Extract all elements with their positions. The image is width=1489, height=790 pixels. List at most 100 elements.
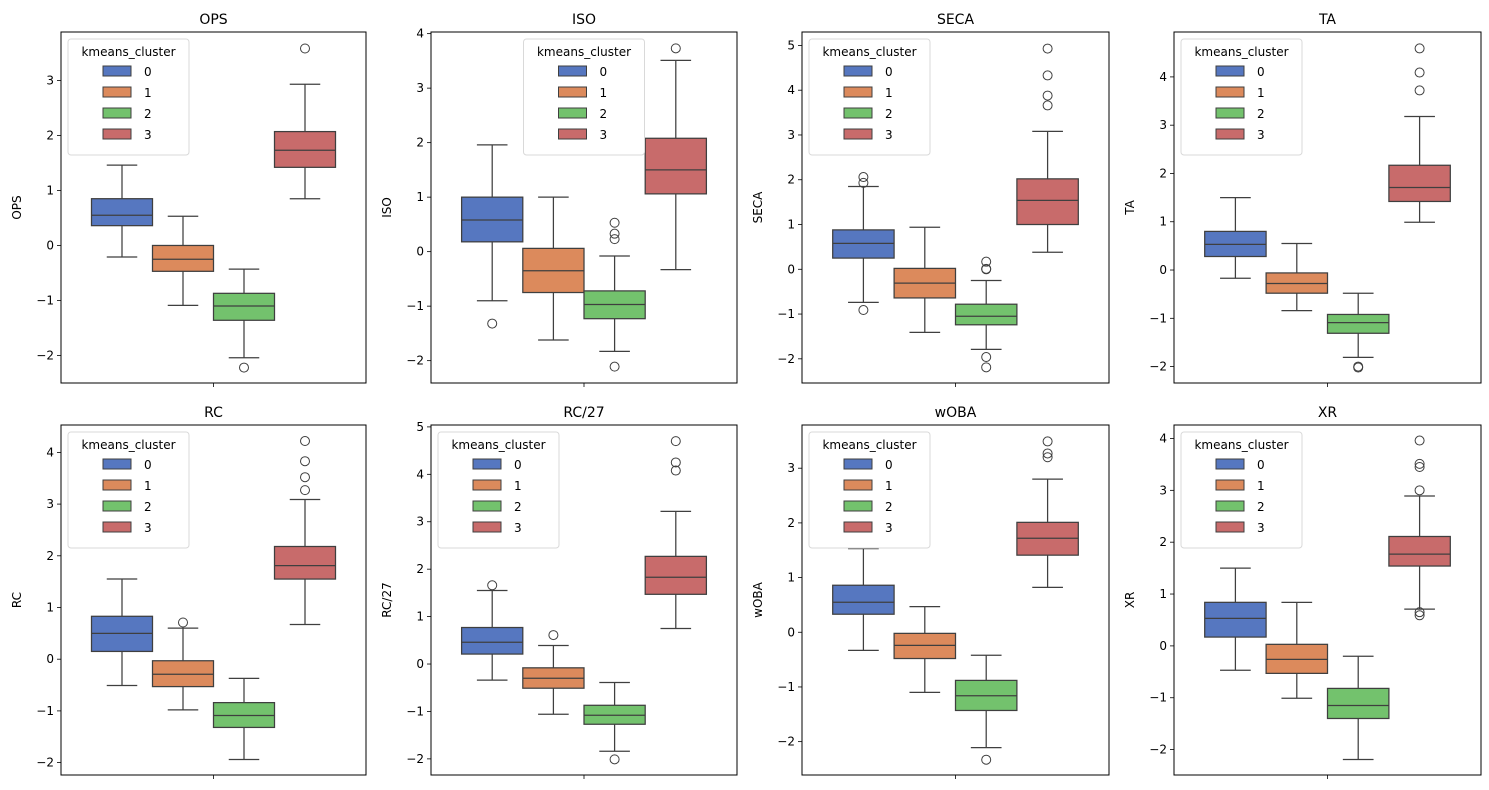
legend-label-0: 0: [1257, 458, 1265, 472]
subplot-xr: XR XR −2 −1 0 1 2 3 4 kmeans_cluster 0 1 2 3: [1123, 405, 1482, 779]
legend-label-0: 0: [885, 458, 893, 472]
box-cluster-0: [460, 580, 524, 681]
box-cluster-0: [832, 172, 895, 316]
legend: kmeans_cluster 0 1 2 3: [1180, 38, 1303, 156]
iqr-box: [1326, 687, 1390, 720]
outlier-point: [1414, 435, 1425, 446]
outlier-point: [1042, 100, 1053, 111]
iqr-box: [1016, 178, 1079, 226]
legend-label-3: 3: [1257, 128, 1265, 142]
box-cluster-2: [212, 268, 276, 373]
outlier-point: [981, 754, 992, 765]
iqr-box: [460, 626, 524, 655]
box-cluster-1: [1265, 601, 1329, 699]
legend-swatch-3: [1215, 128, 1245, 140]
legend-swatch-0: [102, 458, 132, 470]
legend-swatch-3: [472, 521, 502, 533]
iqr-box: [1388, 535, 1451, 567]
y-tick-label: −2: [36, 348, 54, 362]
y-tick-label: 4: [416, 467, 424, 481]
legend-swatch-1: [843, 86, 873, 98]
y-tick-label: −2: [777, 352, 795, 366]
legend-swatch-2: [843, 500, 873, 512]
outlier-point: [487, 318, 498, 329]
y-tick-label: 0: [1159, 263, 1167, 277]
legend-swatch-3: [1215, 521, 1245, 533]
legend-label-2: 2: [1257, 500, 1265, 514]
iqr-box: [644, 137, 708, 195]
subplot-title: wOBA: [935, 405, 977, 421]
y-tick-label: 2: [416, 136, 424, 150]
legend-swatch-3: [843, 521, 873, 533]
legend-label-1: 1: [514, 479, 522, 493]
y-tick-label: 5: [416, 420, 424, 434]
subplot-title: RC/27: [563, 405, 604, 421]
outlier-point: [609, 754, 620, 765]
y-tick-label: 3: [46, 497, 54, 511]
y-tick-label: 1: [787, 218, 795, 232]
box-cluster-3: [1388, 43, 1451, 223]
outlier-point: [1414, 485, 1425, 496]
box-cluster-0: [1204, 196, 1267, 279]
y-tick-label: −1: [1149, 691, 1167, 705]
legend-label-1: 1: [885, 479, 893, 493]
legend-swatch-2: [102, 107, 132, 119]
y-axis-label: TA: [1123, 199, 1137, 215]
box-cluster-1: [893, 605, 957, 694]
legend-label-2: 2: [1257, 107, 1265, 121]
legend-label-3: 3: [885, 128, 893, 142]
legend-label-0: 0: [885, 65, 893, 79]
legend-swatch-3: [843, 128, 873, 140]
legend-swatch-2: [843, 107, 873, 119]
box-cluster-2: [954, 256, 1018, 373]
y-tick-label: 1: [1159, 215, 1167, 229]
legend-swatch-0: [843, 65, 873, 77]
outlier-point: [300, 456, 310, 467]
legend-swatch-1: [558, 86, 587, 98]
y-tick-label: −2: [406, 752, 424, 766]
y-tick-label: 2: [1159, 535, 1167, 549]
legend-title: kmeans_cluster: [81, 45, 175, 59]
subplot-iso: ISO ISO −2 −1 0 1 2 3 4 kmeans_cluster 0 1 2 3: [380, 12, 738, 387]
legend-label-3: 3: [144, 521, 152, 535]
outlier-point: [1414, 85, 1425, 96]
iqr-box: [273, 130, 337, 168]
legend-swatch-0: [1215, 65, 1245, 77]
legend-label-1: 1: [144, 479, 152, 493]
legend-label-2: 2: [600, 107, 608, 121]
y-tick-label: 3: [46, 73, 54, 87]
box-cluster-3: [644, 436, 708, 630]
y-tick-label: 3: [416, 515, 424, 529]
y-axis-label: RC: [10, 592, 24, 608]
y-tick-label: 4: [787, 83, 795, 97]
y-tick-label: 1: [46, 600, 54, 614]
y-tick-label: −2: [1149, 360, 1167, 374]
y-tick-label: 0: [787, 625, 795, 639]
box-cluster-3: [1388, 435, 1451, 621]
outlier-point: [300, 472, 310, 483]
box-cluster-1: [151, 215, 215, 307]
box-cluster-3: [273, 436, 337, 626]
outlier-point: [300, 436, 310, 447]
y-tick-label: 5: [787, 38, 795, 52]
legend-title: kmeans_cluster: [1194, 438, 1288, 452]
outlier-point: [981, 362, 992, 373]
axes-frame: [801, 31, 1110, 384]
outlier-point: [1414, 67, 1425, 78]
y-tick-label: 2: [1159, 166, 1167, 180]
legend-title: kmeans_cluster: [822, 45, 916, 59]
outlier-point: [1414, 610, 1425, 621]
axes-frame: [430, 31, 738, 384]
legend: kmeans_cluster 0 1 2 3: [67, 38, 190, 156]
iqr-box: [1204, 601, 1267, 638]
legend-swatch-2: [1215, 107, 1245, 119]
box-cluster-3: [1016, 436, 1079, 589]
box-cluster-0: [832, 547, 895, 651]
iqr-box: [273, 545, 337, 580]
box-cluster-1: [522, 196, 585, 341]
box-cluster-2: [583, 217, 646, 372]
legend-label-3: 3: [885, 521, 893, 535]
axes-frame: [801, 424, 1110, 776]
iqr-box: [644, 555, 708, 595]
legend-label-2: 2: [885, 500, 893, 514]
